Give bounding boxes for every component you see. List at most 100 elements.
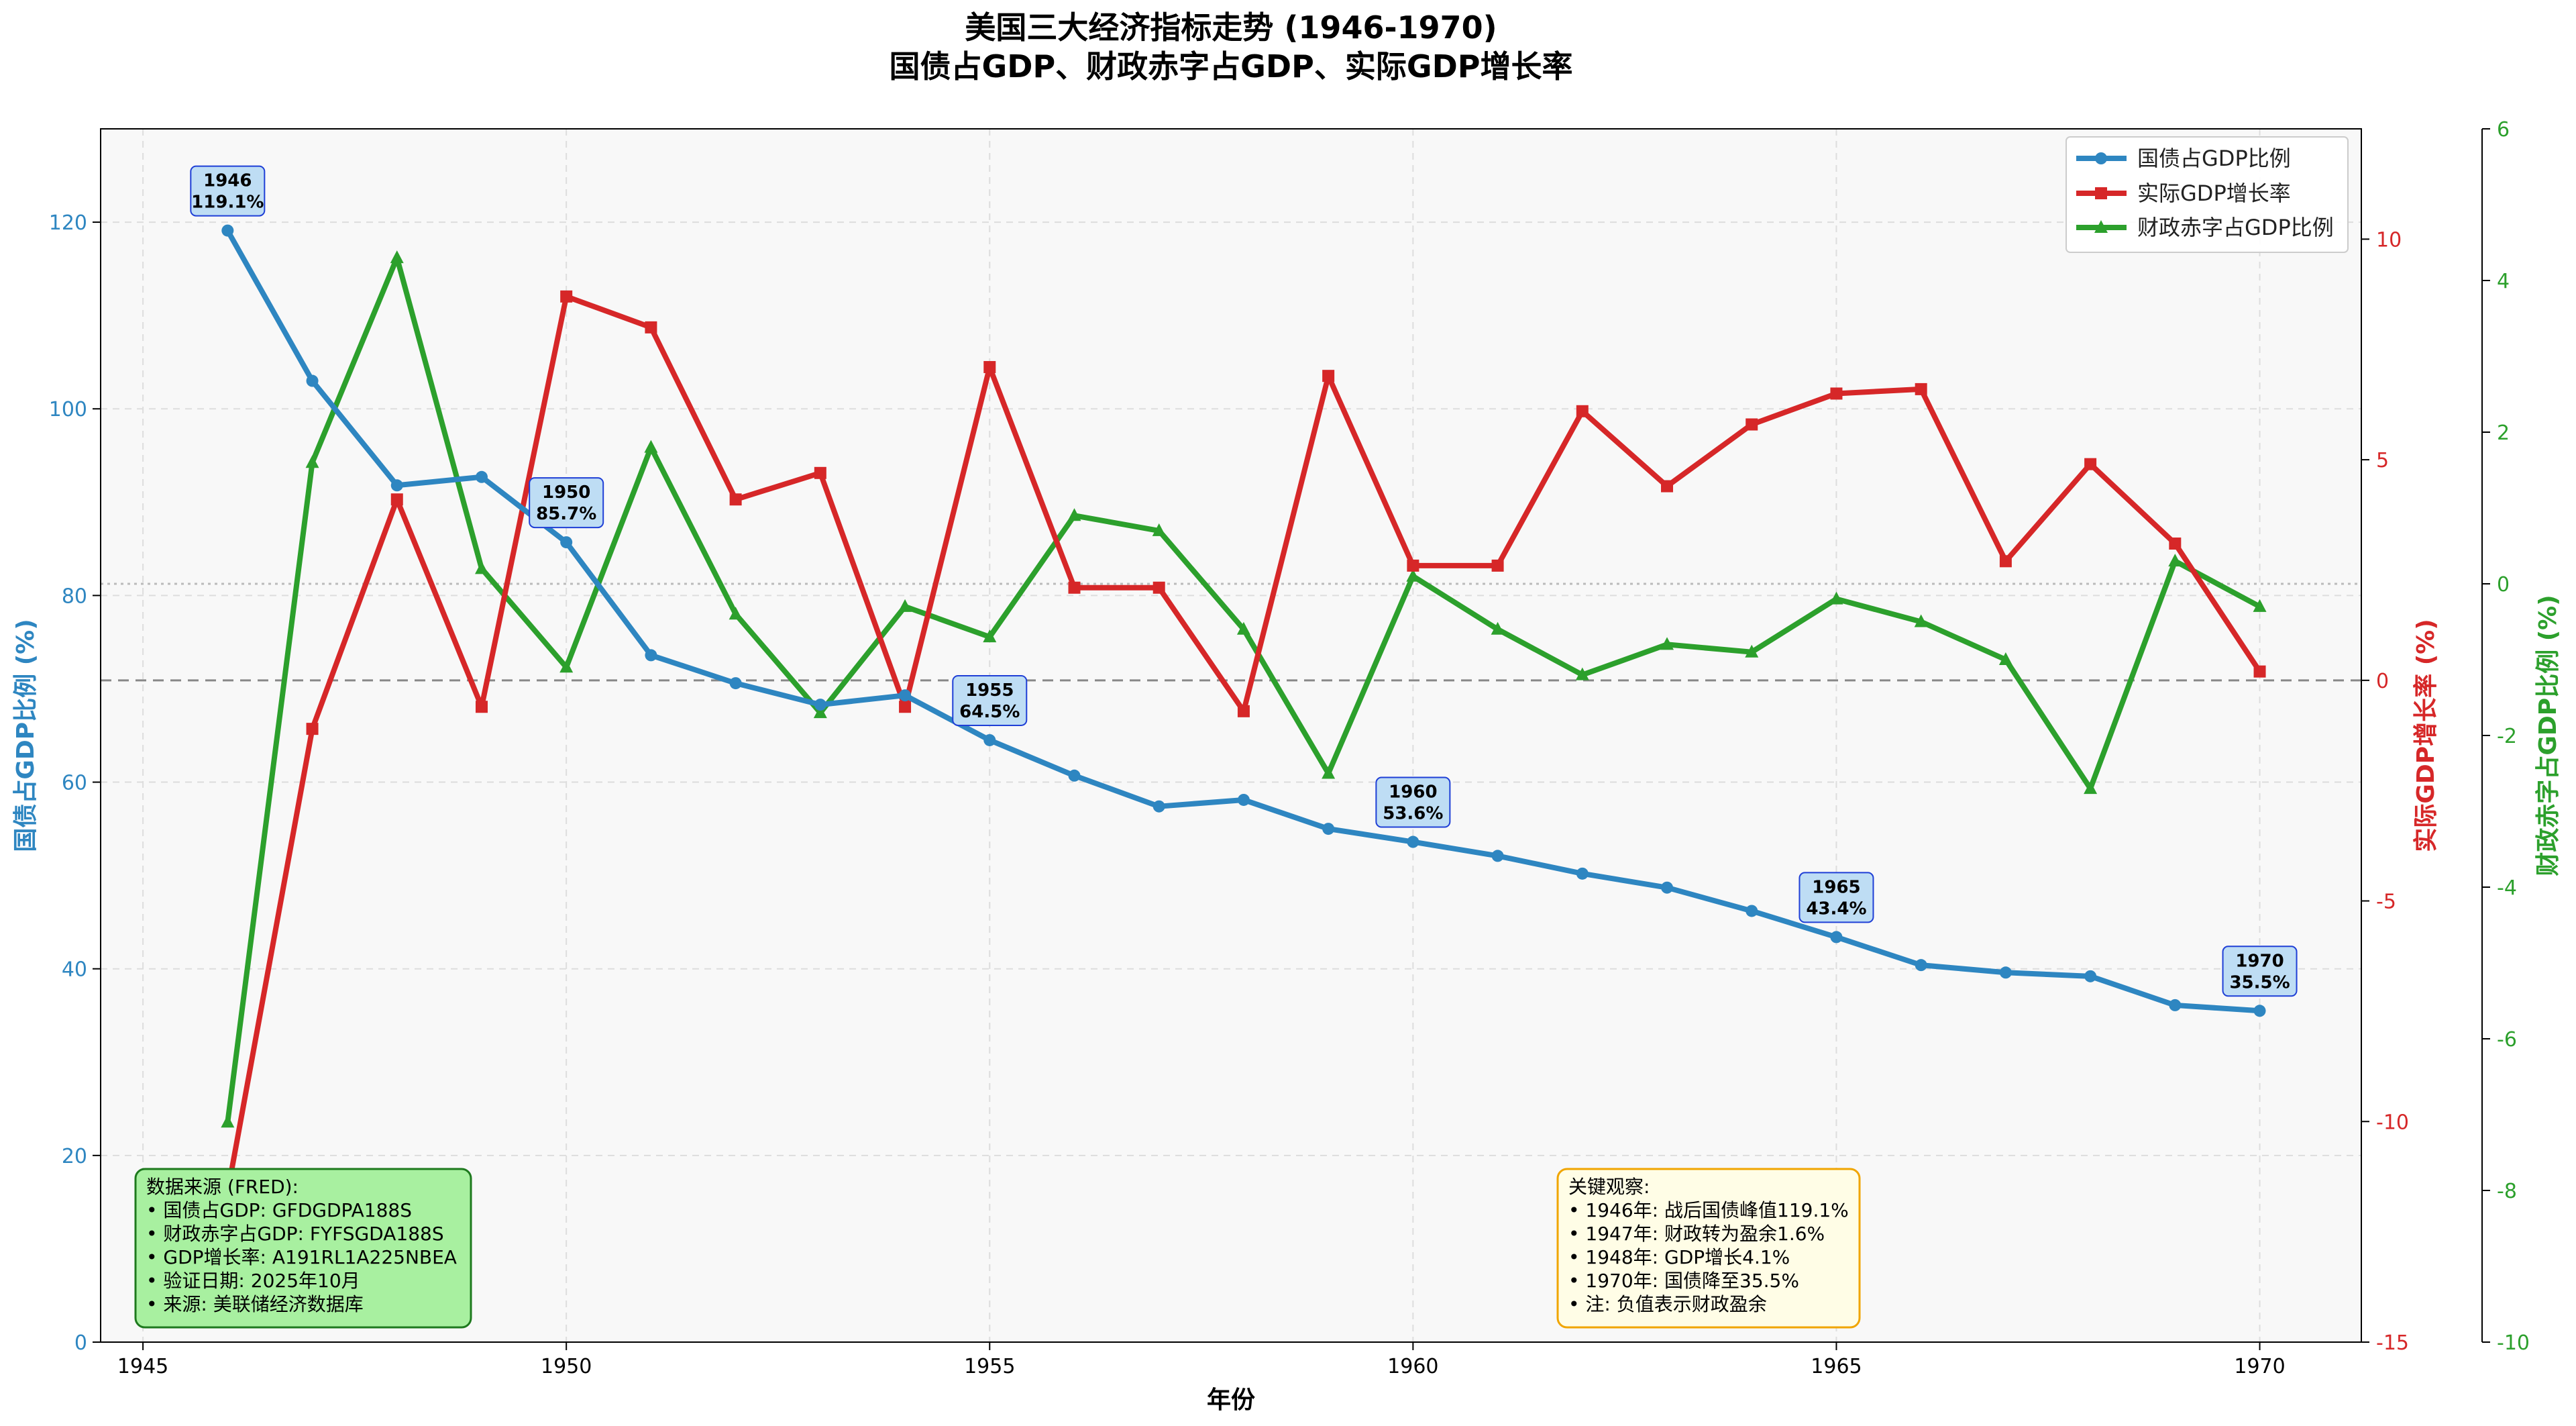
legend-frame bbox=[2065, 136, 2349, 253]
data-point-debt bbox=[475, 470, 488, 483]
peak-label-year: 1970 bbox=[2235, 951, 2284, 971]
data-point-debt bbox=[1068, 769, 1081, 782]
data-point-growth bbox=[1152, 581, 1165, 594]
data-point-deficit bbox=[221, 1115, 235, 1128]
info-box-line: • 财政赤字占GDP: FYFSGDA188S bbox=[146, 1223, 444, 1245]
data-point-growth bbox=[1830, 387, 1843, 400]
data-point-growth bbox=[814, 466, 826, 479]
left-tick-label: 60 bbox=[62, 772, 87, 795]
data-point-debt bbox=[2169, 999, 2182, 1011]
data-point-growth bbox=[2084, 458, 2097, 470]
right2-tick-label: -10 bbox=[2497, 1331, 2530, 1355]
info-box-line: • GDP增长率: A191RL1A225NBEA bbox=[146, 1246, 457, 1268]
plot-frame bbox=[100, 128, 2362, 1343]
data-point-deficit bbox=[1067, 508, 1081, 521]
peak-label-box bbox=[2222, 946, 2298, 997]
data-point-deficit bbox=[474, 561, 488, 574]
left-tick-label: 100 bbox=[49, 398, 87, 421]
axes-layer: 1945 1950 1955 1960 1965 1970020406080100120-… bbox=[49, 118, 2530, 1378]
data-point-growth bbox=[475, 701, 488, 713]
right2-tick-label: 6 bbox=[2497, 118, 2510, 142]
peak-label-value: 35.5% bbox=[2229, 972, 2290, 992]
data-point-debt bbox=[306, 374, 319, 387]
info-box: 数据来源 (FRED): • 国债占GDP: GFDGDPA188S • 财政赤… bbox=[134, 1168, 472, 1329]
x-tick-label: 1945 bbox=[117, 1355, 168, 1378]
data-point-debt bbox=[1915, 959, 1927, 972]
data-point-growth bbox=[1068, 581, 1081, 594]
data-point-debt bbox=[899, 689, 912, 702]
right2-tick-label: 2 bbox=[2497, 421, 2510, 445]
right2-axis-label: 财政赤字占GDP比例 (%) bbox=[2534, 595, 2562, 876]
data-point-debt bbox=[1152, 800, 1165, 813]
right2-tick-label: -6 bbox=[2497, 1028, 2517, 1052]
right1-tick-label: -10 bbox=[2376, 1111, 2409, 1134]
observations-box: 关键观察: • 1946年: 战后国债峰值119.1% • 1947年: 财政转… bbox=[1556, 1168, 1861, 1329]
data-point-growth bbox=[1576, 405, 1589, 417]
peak-label-year: 1965 bbox=[1812, 877, 1860, 897]
legend-label-debt: 国债占GDP比例 bbox=[2137, 146, 2291, 171]
data-point-deficit bbox=[559, 660, 574, 673]
left-tick-label: 40 bbox=[62, 958, 87, 982]
peak-label-value: 43.4% bbox=[1806, 899, 1866, 919]
data-point-debt bbox=[1999, 966, 2012, 979]
chart-title: 美国三大经济指标走势 (1946-1970) bbox=[965, 9, 1497, 46]
x-axis-label: 年份 bbox=[1207, 1386, 1255, 1414]
data-point-debt bbox=[1746, 905, 1758, 917]
data-point-debt bbox=[814, 699, 826, 711]
data-point-deficit bbox=[813, 705, 827, 719]
left-axis-label: 国债占GDP比例 (%) bbox=[12, 619, 40, 852]
data-point-debt bbox=[390, 479, 403, 492]
data-point-deficit bbox=[2084, 781, 2098, 795]
data-point-growth bbox=[1746, 418, 1758, 431]
data-point-growth bbox=[390, 493, 403, 506]
observations-box-line: • 1946年: 战后国债峰值119.1% bbox=[1568, 1199, 1849, 1221]
right1-tick-label: -15 bbox=[2376, 1331, 2409, 1355]
plot-background bbox=[101, 129, 2361, 1342]
legend: 国债占GDP比例 实际GDP增长率 财政赤字占GDP比例 bbox=[2065, 136, 2349, 253]
data-point-growth bbox=[1915, 383, 1927, 395]
data-point-debt bbox=[560, 536, 573, 549]
data-point-debt bbox=[1830, 931, 1843, 944]
data-point-debt bbox=[221, 224, 234, 237]
data-point-deficit bbox=[1236, 621, 1250, 635]
peak-label-value: 53.6% bbox=[1383, 804, 1443, 824]
data-point-growth bbox=[899, 701, 912, 713]
legend-label-deficit: 财政赤字占GDP比例 bbox=[2137, 215, 2334, 240]
legend-marker-growth bbox=[2095, 187, 2107, 199]
data-point-growth bbox=[729, 493, 742, 506]
info-box-title: 数据来源 (FRED): bbox=[146, 1176, 299, 1198]
peak-label-box bbox=[1799, 872, 1874, 923]
data-point-deficit bbox=[2168, 554, 2182, 567]
peak-label-box bbox=[529, 477, 604, 529]
data-point-deficit bbox=[1660, 637, 1674, 650]
peak-label-value: 64.5% bbox=[959, 702, 1020, 722]
legend-marker-debt bbox=[2095, 152, 2107, 164]
data-point-growth bbox=[2253, 665, 2266, 678]
data-point-debt bbox=[729, 677, 742, 690]
right1-tick-label: -5 bbox=[2376, 890, 2396, 914]
data-point-deficit bbox=[390, 250, 404, 264]
data-point-growth bbox=[1322, 370, 1335, 383]
data-point-deficit bbox=[1745, 644, 1759, 658]
left-tick-label: 0 bbox=[74, 1331, 87, 1355]
data-point-debt bbox=[983, 733, 996, 746]
zero-lines bbox=[101, 582, 2361, 682]
data-point-debt bbox=[645, 649, 657, 662]
data-point-deficit bbox=[644, 440, 658, 453]
right2-tick-label: -2 bbox=[2497, 725, 2517, 748]
info-box-line: • 国债占GDP: GFDGDPA188S bbox=[146, 1199, 412, 1221]
left-tick-label: 80 bbox=[62, 584, 87, 608]
data-point-growth bbox=[1999, 555, 2012, 568]
observations-box-line: • 1947年: 财政转为盈余1.6% bbox=[1568, 1223, 1825, 1245]
data-point-deficit bbox=[1998, 652, 2012, 665]
data-point-growth bbox=[983, 361, 996, 374]
peak-label-year: 1950 bbox=[542, 482, 590, 503]
x-tick-label: 1970 bbox=[2234, 1355, 2285, 1378]
right2-tick-label: 0 bbox=[2497, 573, 2510, 597]
data-point-debt bbox=[1322, 823, 1335, 835]
observations-box-line: • 1970年: 国债降至35.5% bbox=[1568, 1270, 1799, 1292]
observations-box-line: • 注: 负值表示财政盈余 bbox=[1568, 1293, 1767, 1315]
